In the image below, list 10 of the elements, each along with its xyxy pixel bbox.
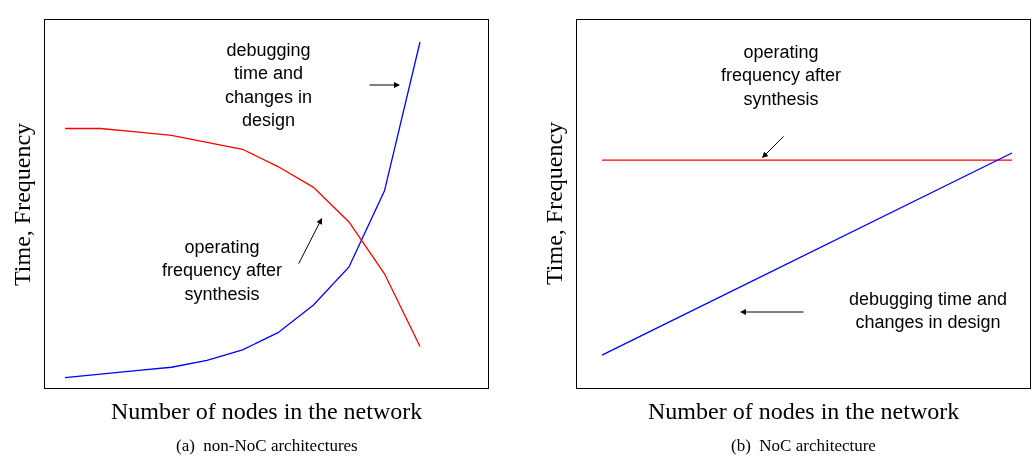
text: operating frequency after synthesis — [721, 42, 842, 109]
annotation: debugging time and changes in design — [849, 289, 1008, 333]
y-axis-title: Time, Frequency — [541, 121, 567, 285]
x-axis-title: Number of nodes in the network — [648, 398, 960, 424]
text: (a) non-NoC architectures — [176, 436, 358, 455]
x-axis-title: Number of nodes in the network — [111, 398, 423, 424]
y-axis-title: Time, Frequency — [9, 122, 35, 286]
annotation: operating frequency after synthesis — [162, 237, 283, 304]
annotation: debugging time and changes in design — [225, 40, 313, 131]
text: (b) NoC architecture — [731, 436, 876, 455]
